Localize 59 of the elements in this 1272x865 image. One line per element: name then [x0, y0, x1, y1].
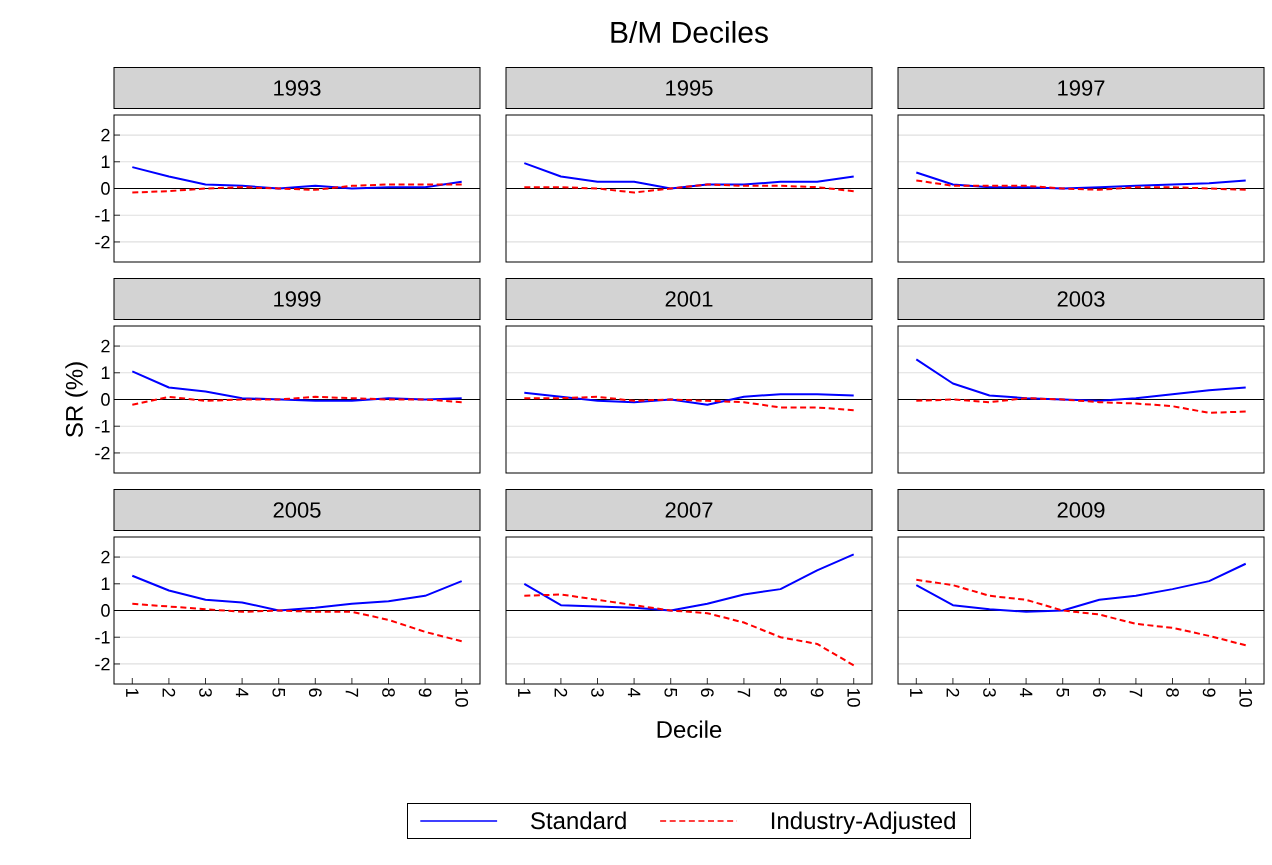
text: B/M Deciles [611, 20, 768, 43]
x-tick-label: 4 [1019, 687, 1033, 698]
chart-title: 1997 [1058, 80, 1105, 96]
x-tick-label: 2 [162, 688, 176, 697]
x-tick-label: 8 [774, 688, 787, 697]
chart-title: 2005 [273, 502, 321, 518]
y-tick-label: 2 [101, 128, 110, 142]
x-tick-label: 4 [627, 687, 641, 698]
x-tick-label: 1 [518, 688, 531, 697]
x-tick-label: 10 [1239, 688, 1253, 707]
x-tick-label: 3 [983, 688, 996, 697]
x-tick-label: 3 [591, 688, 604, 697]
legend-label: Industry-Adjusted [771, 811, 955, 834]
chart-title: 1993 [274, 80, 321, 96]
chart-title: 2007 [665, 502, 713, 518]
x-tick-label: 4 [235, 687, 249, 698]
x-tick-label: 10 [455, 688, 469, 707]
y-tick-label: 2 [101, 550, 110, 564]
x-tick-label: 2 [554, 688, 568, 697]
y-tick-label: 0 [101, 604, 110, 617]
x-tick-label: 7 [345, 688, 359, 697]
y-tick-label: 1 [101, 155, 110, 168]
x-tick-label: 9 [1202, 688, 1216, 697]
x-tick-label: 1 [126, 688, 139, 697]
chart-title: 2003 [1057, 291, 1105, 307]
x-tick-label: 3 [199, 688, 212, 697]
y-tick-label: 1 [101, 366, 110, 379]
y-tick-label: -2 [95, 235, 110, 249]
x-tick-label: 9 [810, 688, 824, 697]
x-tick-label: 10 [847, 688, 861, 707]
x-axis-title: Decile [657, 720, 722, 739]
y-tick-label: -1 [95, 420, 110, 433]
x-tick-label: 9 [418, 688, 432, 697]
x-tick-label: 2 [946, 688, 960, 697]
x-tick-label: 6 [1092, 688, 1106, 697]
chart-title: 2009 [1057, 502, 1105, 518]
y-tick-label: -2 [95, 657, 110, 671]
x-tick-label: 7 [1129, 688, 1143, 697]
y-tick-label: 1 [101, 577, 110, 590]
x-tick-label: 6 [700, 688, 714, 697]
x-tick-label: 5 [1056, 688, 1069, 697]
legend-label: Standard [531, 811, 626, 830]
x-tick-label: 5 [664, 688, 677, 697]
chart-title: 1995 [666, 80, 713, 96]
y-tick-label: -2 [95, 446, 110, 460]
y-tick-label: 0 [101, 182, 110, 195]
x-tick-label: 6 [308, 688, 322, 697]
y-tick-label: 2 [101, 339, 110, 353]
x-tick-label: 7 [737, 688, 751, 697]
x-tick-label: 8 [382, 688, 395, 697]
y-tick-label: -1 [95, 631, 110, 644]
x-tick-label: 8 [1166, 688, 1179, 697]
y-tick-label: 0 [101, 393, 110, 406]
y-tick-label: -1 [95, 209, 110, 222]
x-tick-label: 5 [272, 688, 285, 697]
x-tick-label: 1 [910, 688, 923, 697]
chart-title: 2001 [665, 291, 713, 307]
chart-title: 1999 [274, 291, 321, 307]
y-axis-title: SR (%) [65, 362, 88, 438]
